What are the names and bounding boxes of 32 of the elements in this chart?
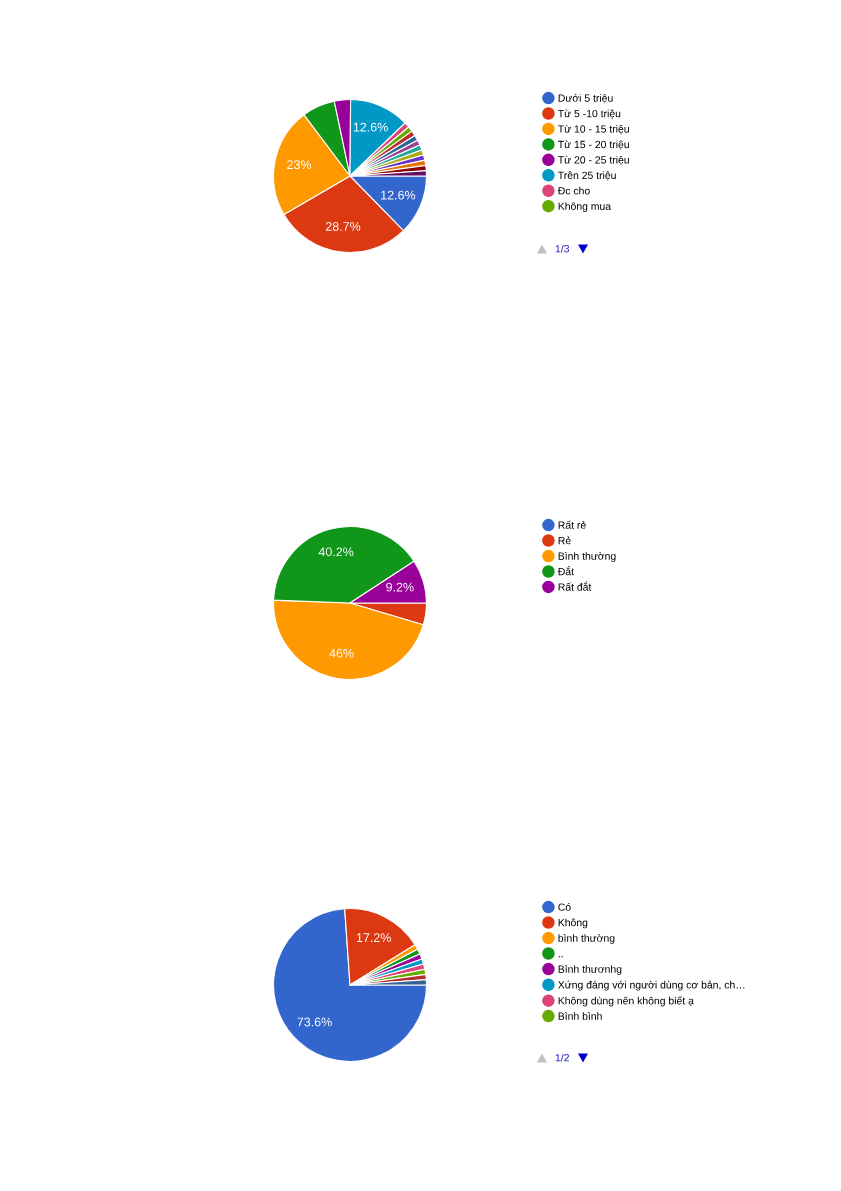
legend-label: Đắt bbox=[557, 566, 574, 576]
legend-label: Không dùng nên không biết ạ bbox=[558, 996, 694, 1007]
legend-label: bình thường bbox=[558, 934, 615, 944]
data-label: 23% bbox=[287, 160, 312, 170]
legend-label: Rất đắt bbox=[558, 581, 592, 591]
text: 1/2 bbox=[555, 1053, 569, 1062]
data-label: 12.6% bbox=[353, 122, 388, 132]
legend-label: Bình thươnhg bbox=[558, 965, 622, 975]
data-label: 46% bbox=[329, 648, 354, 658]
legend-label: Có bbox=[558, 903, 571, 911]
legend-label: Dưới 5 triệu bbox=[558, 94, 613, 104]
data-label: 40.2% bbox=[318, 547, 354, 557]
legend-label: Không mua bbox=[558, 202, 612, 212]
legend-label: Từ 15 - 20 triệu bbox=[558, 140, 629, 150]
legend-label: .. bbox=[558, 956, 563, 958]
legend-label: Từ 20 - 25 triệu bbox=[558, 155, 629, 166]
legend-label: Trên 25 triệu bbox=[558, 171, 616, 181]
data-label: 28.7% bbox=[325, 222, 361, 231]
legend-label: Bình thường bbox=[558, 552, 616, 562]
data-label: 12.6% bbox=[381, 190, 416, 200]
legend-label: Xứng đáng với người dùng cơ bản, ch… bbox=[558, 980, 745, 991]
legend-label: Từ 5 -10 triệu bbox=[558, 109, 621, 119]
text: 1/3 bbox=[555, 244, 570, 253]
data-label: 17.2% bbox=[356, 933, 391, 943]
legend-label: Bình bình bbox=[558, 1012, 602, 1020]
legend-label: Rẻ bbox=[558, 536, 571, 545]
legend-label: Đc cho bbox=[557, 186, 590, 195]
data-label: 9.2% bbox=[386, 582, 414, 592]
legend-label: Rất rẻ bbox=[558, 520, 586, 529]
legend-label: Từ 10 - 15 triệu bbox=[558, 124, 629, 135]
data-label: 73.6% bbox=[297, 1017, 332, 1027]
legend-label: Không bbox=[558, 918, 588, 929]
